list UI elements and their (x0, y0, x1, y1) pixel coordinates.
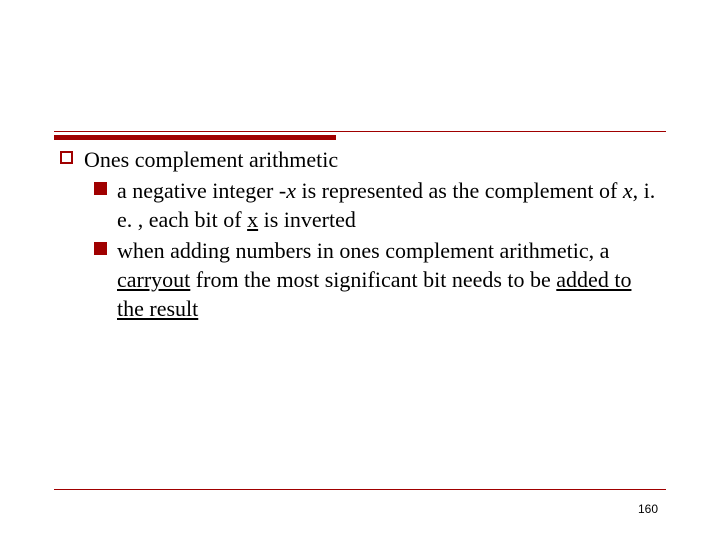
level2b-text: when adding numbers in ones complement a… (117, 236, 660, 323)
list-item-level2: a negative integer -x is represented as … (94, 176, 660, 234)
level1-text: Ones complement arithmetic (84, 145, 660, 174)
italic-x: x (623, 178, 633, 203)
text-run: is inverted (258, 207, 356, 232)
list-item-level2: when adding numbers in ones complement a… (94, 236, 660, 323)
top-rule-thick (54, 135, 336, 140)
top-rule-thin (54, 131, 666, 132)
solid-square-bullet-icon (94, 182, 107, 195)
underline-x: x (247, 207, 258, 232)
text-run: a negative integer - (117, 178, 286, 203)
top-rule (54, 127, 666, 145)
level2a-text: a negative integer -x is represented as … (117, 176, 660, 234)
slide-content: Ones complement arithmetic a negative in… (60, 145, 660, 325)
list-item-level1: Ones complement arithmetic (60, 145, 660, 174)
text-run: from the most significant bit needs to b… (190, 267, 556, 292)
page-number: 160 (638, 502, 658, 516)
solid-square-bullet-icon (94, 242, 107, 255)
underline-carryout: carryout (117, 267, 190, 292)
text-run: is represented as the complement of (296, 178, 623, 203)
italic-x: x (286, 178, 296, 203)
hollow-square-bullet-icon (60, 151, 73, 164)
text-run: when adding numbers in ones complement a… (117, 238, 609, 263)
bottom-rule (54, 489, 666, 491)
